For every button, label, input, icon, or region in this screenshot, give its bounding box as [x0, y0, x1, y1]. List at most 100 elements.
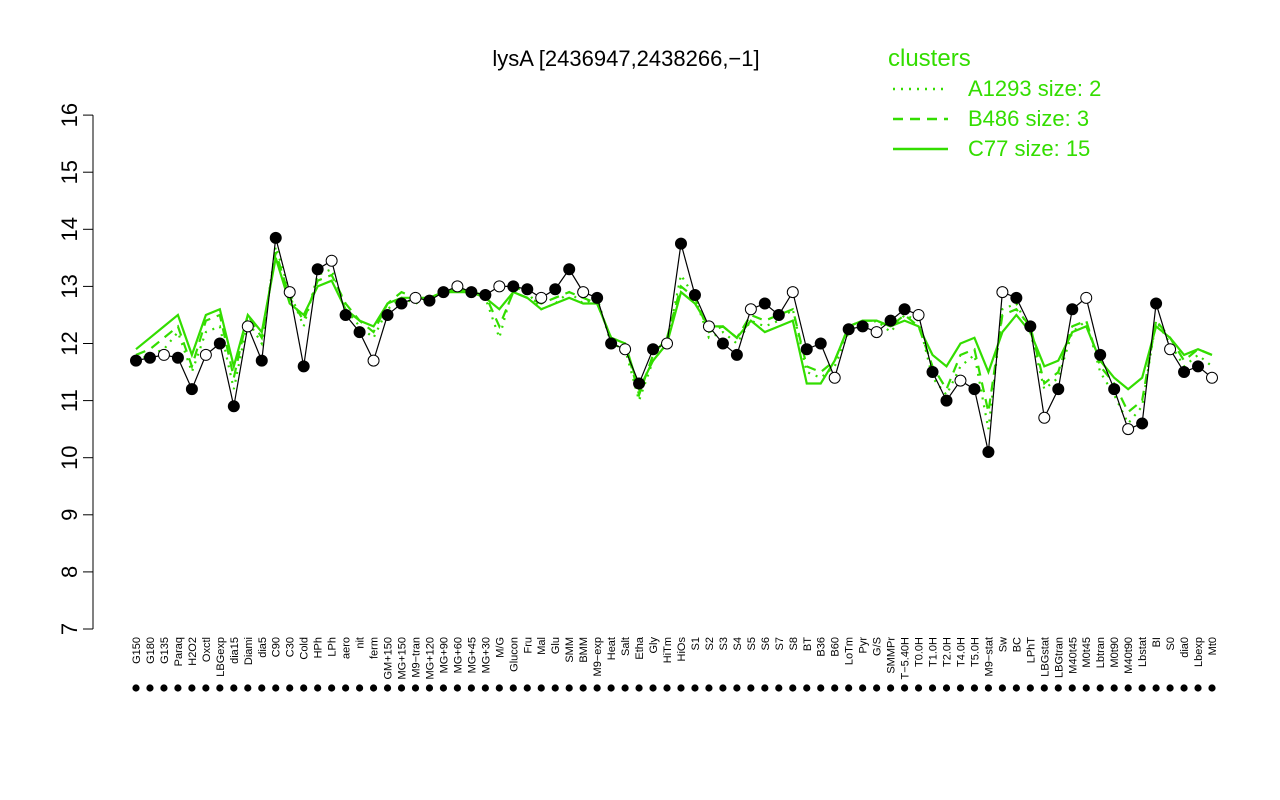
x-marker	[1166, 684, 1174, 692]
x-tick-label: MG+60	[452, 637, 464, 673]
x-tick-label: G150	[131, 637, 143, 664]
data-point	[884, 314, 897, 327]
data-point	[912, 308, 925, 321]
x-tick-label: Gly	[648, 637, 660, 654]
x-tick-label: LBGstat	[1039, 637, 1051, 677]
x-tick-label: M40t90	[1123, 637, 1135, 674]
data-point	[451, 280, 464, 293]
x-marker	[495, 684, 503, 692]
x-tick-label: Paraq	[173, 637, 185, 666]
x-marker	[719, 684, 727, 692]
data-point	[465, 286, 478, 299]
x-tick-label: M0t90	[1109, 637, 1121, 668]
data-point	[870, 326, 883, 339]
data-point	[381, 308, 394, 321]
x-marker	[803, 684, 811, 692]
x-marker	[537, 684, 545, 692]
x-marker	[551, 684, 559, 692]
x-tick-label: Mal	[536, 637, 548, 655]
data-point	[269, 231, 282, 244]
data-point	[996, 286, 1009, 299]
legend: clusters A1293 size: 2 B486 size: 3 C77 si…	[888, 45, 1101, 161]
data-point	[758, 297, 771, 310]
data-point	[577, 286, 590, 299]
y-tick-label: 8	[57, 566, 82, 578]
x-marker	[244, 684, 252, 692]
x-tick-label: S7	[774, 637, 786, 650]
x-tick-label: Lbstat	[1137, 637, 1149, 667]
y-tick-label: 16	[57, 103, 82, 127]
data-point	[535, 291, 548, 304]
data-point	[339, 308, 352, 321]
x-tick-label: Mt0	[1207, 637, 1219, 655]
x-marker	[342, 684, 350, 692]
x-tick-label: S2	[704, 637, 716, 650]
x-marker	[1026, 684, 1034, 692]
x-marker	[369, 684, 378, 692]
x-marker	[998, 684, 1006, 692]
data-point	[828, 371, 841, 384]
x-marker	[300, 684, 308, 692]
x-tick-label: HiTm	[662, 637, 674, 663]
x-tick-label: B36	[816, 637, 828, 657]
x-marker	[914, 684, 923, 692]
y-tick-label: 15	[57, 160, 82, 184]
data-point	[772, 308, 785, 321]
data-point	[283, 286, 296, 299]
x-marker	[383, 684, 392, 692]
x-marker	[258, 684, 266, 692]
x-marker	[467, 684, 475, 692]
x-tick-label: HPh	[313, 637, 325, 658]
data-point	[521, 283, 534, 296]
x-marker	[831, 684, 839, 692]
main-series-line	[135, 237, 1213, 453]
y-tick-label: 9	[57, 509, 82, 521]
data-point	[605, 337, 618, 350]
data-point	[744, 303, 757, 316]
x-tick-label: SMMPr	[886, 637, 898, 674]
y-axis: 7 8 9 10 11 12 13 14 15 16	[57, 103, 94, 635]
x-tick-label: M40t45	[1067, 637, 1079, 674]
x-tick-label: M0t45	[1081, 637, 1093, 668]
x-marker	[202, 684, 210, 692]
data-point	[130, 354, 142, 367]
x-tick-label: S3	[718, 637, 730, 650]
x-tick-label: GM+150	[383, 637, 395, 680]
x-tick-label: dia5	[257, 637, 269, 658]
data-point	[800, 343, 813, 356]
x-tick-label: M/G	[494, 637, 506, 658]
x-tick-label: Glu	[550, 637, 562, 654]
x-tick-label: T0.0H	[914, 637, 926, 667]
chart-title: lysA [2436947,2438266,−1]	[492, 46, 759, 71]
data-point	[898, 303, 911, 316]
x-marker	[314, 684, 322, 692]
data-point	[563, 263, 576, 276]
data-point	[1164, 343, 1177, 356]
x-marker	[188, 684, 196, 692]
data-point	[437, 286, 450, 299]
x-marker	[481, 684, 489, 692]
x-marker	[174, 684, 182, 692]
data-point	[297, 360, 310, 373]
y-tick-label: 13	[57, 274, 82, 298]
x-tick-label: BI	[1151, 637, 1163, 647]
main-series	[130, 231, 1218, 458]
x-marker	[160, 684, 168, 692]
x-marker	[956, 684, 965, 692]
data-point	[395, 297, 408, 310]
x-tick-label: M9−tran	[410, 637, 422, 678]
data-point	[479, 288, 492, 301]
x-marker	[1054, 684, 1062, 692]
data-point	[633, 377, 646, 390]
x-marker	[1068, 684, 1076, 692]
x-tick-label: M9−stat	[983, 637, 995, 676]
x-marker	[286, 684, 294, 692]
data-point	[227, 400, 240, 413]
x-tick-label: S0	[1165, 637, 1177, 650]
x-marker	[1096, 684, 1104, 692]
x-marker	[747, 684, 755, 692]
data-point	[1150, 297, 1163, 310]
x-tick-label: Glucon	[508, 637, 520, 672]
x-tick-label: Etha	[634, 636, 646, 660]
data-point	[367, 354, 380, 367]
